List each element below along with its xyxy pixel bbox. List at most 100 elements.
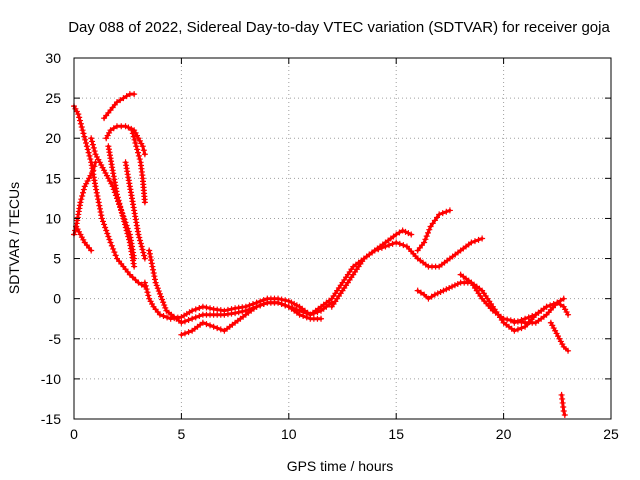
data-point-fill — [123, 93, 130, 100]
data-point-fill — [525, 314, 532, 321]
data-point-fill — [136, 234, 143, 241]
x-tick-label: 10 — [281, 426, 297, 442]
data-point-fill — [443, 286, 450, 293]
data-point-fill — [95, 199, 102, 206]
data-point-fill — [303, 310, 310, 317]
series-arc-13 — [307, 227, 415, 318]
data-point-fill — [129, 274, 136, 281]
data-point-fill — [125, 233, 132, 240]
data-point-fill — [149, 263, 156, 270]
data-point — [446, 207, 453, 214]
data-point-fill — [77, 117, 84, 124]
data-point-fill — [196, 305, 203, 312]
chart-title: Day 088 of 2022, Sidereal Day-to-day VTE… — [68, 19, 610, 36]
x-tick-label: 20 — [496, 426, 512, 442]
data-point-fill — [103, 227, 110, 234]
data-point — [146, 247, 153, 254]
data-point-fill — [138, 281, 145, 288]
data-point-fill — [446, 284, 453, 291]
series-line — [459, 273, 566, 325]
data-point — [285, 303, 292, 310]
data-point-fill — [386, 242, 393, 249]
data-point-fill — [132, 276, 139, 283]
data-point-fill — [98, 212, 105, 219]
data-point-fill — [207, 322, 214, 329]
data-point — [75, 111, 82, 118]
data-point-fill — [396, 229, 403, 236]
y-tick-label: 5 — [53, 251, 61, 267]
data-point-fill — [83, 140, 90, 147]
data-point — [440, 287, 447, 294]
data-point — [296, 307, 303, 314]
data-point-fill — [140, 147, 147, 154]
data-point-fill — [148, 257, 155, 264]
data-point-fill — [507, 317, 514, 324]
data-point — [88, 247, 95, 254]
data-point-fill — [185, 317, 192, 324]
data-point-fill — [192, 306, 199, 313]
data-point — [152, 279, 159, 286]
data-point — [92, 183, 99, 190]
data-point-fill — [378, 244, 385, 251]
series-arc-8 — [122, 159, 148, 262]
data-point — [178, 331, 185, 338]
data-point — [79, 127, 86, 134]
series-arc-18 — [511, 299, 572, 326]
data-point — [135, 279, 142, 286]
data-point-fill — [87, 156, 94, 163]
data-point-fill — [91, 163, 98, 170]
data-point-fill — [111, 249, 118, 256]
series-arc-1 — [71, 103, 148, 290]
data-point — [421, 239, 428, 246]
data-point-fill — [90, 144, 97, 151]
data-point-fill — [185, 329, 192, 336]
data-point — [382, 243, 389, 250]
data-point-fill — [429, 220, 436, 227]
data-point-fill — [146, 250, 153, 257]
data-point-fill — [150, 266, 157, 273]
data-point-fill — [504, 316, 511, 323]
data-point-fill — [126, 236, 133, 243]
data-point-fill — [160, 299, 167, 306]
data-point-fill — [156, 290, 163, 297]
data-point — [560, 407, 567, 414]
data-point-fill — [547, 302, 554, 309]
data-point-fill — [95, 196, 102, 203]
data-point-fill — [137, 240, 144, 247]
data-point — [141, 279, 148, 286]
data-point-fill — [89, 141, 96, 148]
data-point — [393, 239, 400, 246]
data-point — [436, 211, 443, 218]
data-point — [139, 143, 146, 150]
data-point-fill — [451, 282, 458, 289]
data-point-fill — [150, 269, 157, 276]
data-point-fill — [400, 242, 407, 249]
data-point-fill — [437, 288, 444, 295]
data-point-fill — [102, 224, 109, 231]
data-point-fill — [115, 197, 122, 204]
data-point — [199, 319, 206, 326]
data-point-fill — [260, 301, 267, 308]
x-tick-label: 15 — [388, 426, 404, 442]
data-point-fill — [147, 253, 154, 260]
data-point — [189, 315, 196, 322]
data-point-fill — [134, 146, 141, 153]
data-point-fill — [454, 280, 461, 287]
y-tick-label: 25 — [45, 90, 61, 106]
data-point — [399, 227, 406, 234]
data-point — [561, 411, 568, 418]
data-point — [431, 291, 438, 298]
data-point-fill — [428, 293, 435, 300]
data-point-fill — [143, 286, 150, 293]
data-point-fill — [78, 123, 85, 130]
data-point-fill — [160, 313, 167, 320]
data-point — [560, 295, 567, 302]
data-point-fill — [417, 289, 424, 296]
y-tick-label: 20 — [45, 130, 61, 146]
data-point-fill — [106, 236, 113, 243]
data-point — [371, 247, 378, 254]
data-point-fill — [135, 152, 142, 159]
data-point-fill — [434, 214, 441, 221]
data-point — [131, 91, 138, 98]
axis-ticks: 0 5 10 15 20 25 -15 -10 -5 0 5 10 15 20 25 30 — [41, 50, 619, 442]
